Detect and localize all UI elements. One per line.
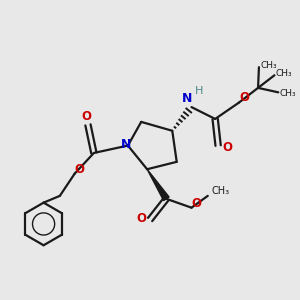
Text: CH₃: CH₃: [280, 89, 296, 98]
Text: O: O: [240, 91, 250, 104]
Text: H: H: [195, 86, 203, 96]
Text: O: O: [82, 110, 92, 123]
Text: O: O: [74, 163, 84, 176]
Text: O: O: [222, 140, 232, 154]
Text: CH₃: CH₃: [211, 186, 229, 197]
Text: O: O: [192, 197, 202, 210]
Text: N: N: [121, 139, 132, 152]
Polygon shape: [147, 169, 169, 201]
Text: CH₃: CH₃: [260, 61, 277, 70]
Text: O: O: [137, 212, 147, 225]
Text: N: N: [182, 92, 192, 105]
Text: CH₃: CH₃: [276, 69, 292, 78]
